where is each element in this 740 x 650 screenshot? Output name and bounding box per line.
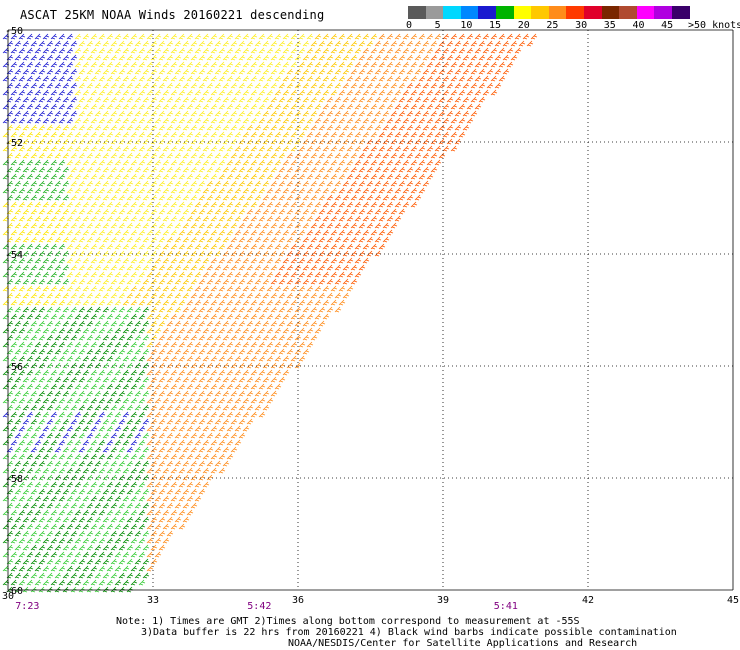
scale-label: 5 — [434, 20, 441, 31]
scale-label: 45 — [661, 20, 674, 31]
lat-label: -58 — [5, 474, 23, 485]
lat-label: -56 — [5, 362, 23, 373]
scale-swatch — [425, 6, 444, 19]
scale-swatch — [513, 6, 532, 19]
lon-label: 36 — [292, 595, 304, 606]
lat-label: -52 — [5, 138, 23, 149]
scale-label: 20 — [517, 20, 530, 31]
lon-label: 42 — [582, 595, 594, 606]
note-line-3: NOAA/NESDIS/Center for Satellite Applica… — [288, 638, 638, 649]
map-title: ASCAT 25KM NOAA Winds 20160221 descendin… — [20, 8, 325, 22]
pass-time-label: 5:42 — [247, 601, 271, 612]
scale-label: 25 — [546, 20, 559, 31]
scale-label: 10 — [460, 20, 473, 31]
lon-label: 33 — [147, 595, 159, 606]
scale-swatch — [460, 6, 479, 19]
lon-label: 39 — [437, 595, 449, 606]
wind-barbs-layer — [2, 33, 538, 593]
scale-swatch — [548, 6, 567, 19]
lat-lon-grid — [7, 29, 734, 591]
scale-swatch — [584, 6, 603, 19]
scale-swatch — [601, 6, 620, 19]
scale-label: 40 — [632, 20, 645, 31]
lon-label: 45 — [727, 595, 739, 606]
wind-speed-color-scale: 0 5 10 15 20 25 30 35 40 45 — [405, 6, 698, 36]
scale-label: 15 — [489, 20, 502, 31]
scale-swatch — [531, 6, 550, 19]
axis-labels: -50 -52 -54 -56 -58 -60 33 36 39 42 45 307:23 5:42 5:… — [2, 26, 739, 612]
lat-label: -54 — [5, 250, 23, 261]
scale-swatch — [654, 6, 673, 19]
pass-time-label: 7:23 — [15, 601, 39, 612]
scale-swatch — [478, 6, 497, 19]
note-line-1: Note: 1) Times are GMT 2)Times along bot… — [116, 616, 580, 627]
note-line-2: 3)Data buffer is 22 hrs from 20160221 4)… — [141, 627, 677, 638]
scale-label: 0 — [405, 20, 413, 31]
pass-time-label: 5:41 — [494, 601, 518, 612]
lon-label-corner: 30 — [2, 591, 14, 602]
lat-label: -50 — [5, 26, 23, 37]
scale-swatch — [496, 6, 515, 19]
scale-swatch — [408, 6, 427, 19]
scale-units-label: >50 knots — [688, 20, 740, 31]
scale-swatch — [672, 6, 691, 19]
scale-label: 35 — [603, 20, 616, 31]
scale-swatch — [619, 6, 638, 19]
scale-swatch — [636, 6, 655, 19]
scale-swatch — [443, 6, 462, 19]
lat-label: -60 — [5, 586, 23, 597]
scale-swatch — [566, 6, 585, 19]
scale-label: 30 — [575, 20, 588, 31]
